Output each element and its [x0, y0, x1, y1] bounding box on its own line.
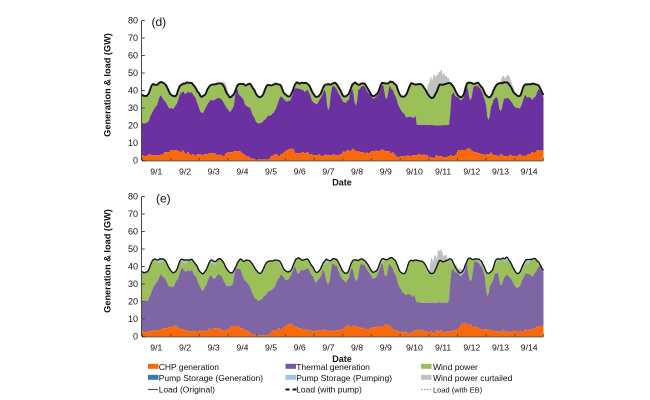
- svg-text:0: 0: [133, 332, 138, 342]
- svg-text:9/2: 9/2: [179, 167, 191, 177]
- svg-text:9/13: 9/13: [492, 343, 509, 353]
- svg-text:Date: Date: [332, 354, 352, 364]
- svg-text:(d): (d): [152, 15, 167, 29]
- svg-text:Load (Original): Load (Original): [159, 385, 215, 395]
- svg-text:70: 70: [128, 33, 138, 43]
- svg-text:9/7: 9/7: [322, 167, 334, 177]
- svg-text:Wind power: Wind power: [433, 362, 478, 372]
- svg-text:9/3: 9/3: [208, 343, 220, 353]
- svg-text:40: 40: [128, 86, 138, 96]
- svg-text:70: 70: [128, 209, 138, 219]
- svg-text:Load (with EB): Load (with EB): [433, 386, 483, 395]
- svg-text:9/6: 9/6: [294, 167, 306, 177]
- svg-text:9/8: 9/8: [351, 343, 363, 353]
- svg-text:9/9: 9/9: [380, 167, 392, 177]
- svg-text:30: 30: [128, 279, 138, 289]
- svg-text:80: 80: [128, 192, 138, 202]
- svg-text:Generation & load (GW): Generation & load (GW): [103, 33, 113, 137]
- svg-text:60: 60: [128, 227, 138, 237]
- svg-text:9/12: 9/12: [463, 343, 480, 353]
- svg-text:9/9: 9/9: [380, 343, 392, 353]
- svg-text:0: 0: [133, 156, 138, 166]
- svg-text:9/8: 9/8: [351, 167, 363, 177]
- svg-text:Pump Storage (Generation): Pump Storage (Generation): [159, 373, 264, 383]
- svg-text:Wind power curtailed: Wind power curtailed: [433, 373, 513, 383]
- svg-text:9/6: 9/6: [294, 343, 306, 353]
- svg-text:9/5: 9/5: [265, 343, 277, 353]
- svg-text:Thermal generation: Thermal generation: [296, 362, 370, 372]
- svg-text:10: 10: [128, 138, 138, 148]
- svg-text:20: 20: [128, 297, 138, 307]
- svg-text:9/10: 9/10: [406, 343, 423, 353]
- svg-text:Generation & load (GW): Generation & load (GW): [103, 209, 113, 313]
- svg-text:9/3: 9/3: [208, 167, 220, 177]
- svg-text:9/10: 9/10: [406, 167, 423, 177]
- svg-text:80: 80: [128, 16, 138, 26]
- svg-text:9/11: 9/11: [435, 343, 451, 353]
- svg-text:9/2: 9/2: [179, 343, 191, 353]
- svg-text:9/4: 9/4: [236, 343, 248, 353]
- svg-text:50: 50: [128, 244, 138, 254]
- svg-text:9/1: 9/1: [150, 343, 162, 353]
- svg-text:9/7: 9/7: [322, 343, 334, 353]
- svg-text:9/5: 9/5: [265, 167, 277, 177]
- svg-text:10: 10: [128, 314, 138, 324]
- svg-text:Pump Storage (Pumping): Pump Storage (Pumping): [296, 373, 392, 383]
- svg-text:50: 50: [128, 68, 138, 78]
- svg-text:CHP generation: CHP generation: [159, 362, 220, 372]
- svg-text:9/4: 9/4: [236, 167, 248, 177]
- svg-text:Load (with pump): Load (with pump): [296, 385, 362, 395]
- svg-text:30: 30: [128, 103, 138, 113]
- svg-text:9/11: 9/11: [435, 167, 451, 177]
- svg-text:9/12: 9/12: [463, 167, 480, 177]
- svg-text:40: 40: [128, 262, 138, 272]
- svg-text:60: 60: [128, 51, 138, 61]
- svg-text:9/14: 9/14: [521, 167, 538, 177]
- svg-text:9/14: 9/14: [521, 343, 538, 353]
- svg-text:9/1: 9/1: [150, 167, 162, 177]
- svg-text:(e): (e): [156, 192, 171, 206]
- svg-text:20: 20: [128, 121, 138, 131]
- svg-text:9/13: 9/13: [492, 167, 509, 177]
- svg-text:Date: Date: [332, 178, 352, 188]
